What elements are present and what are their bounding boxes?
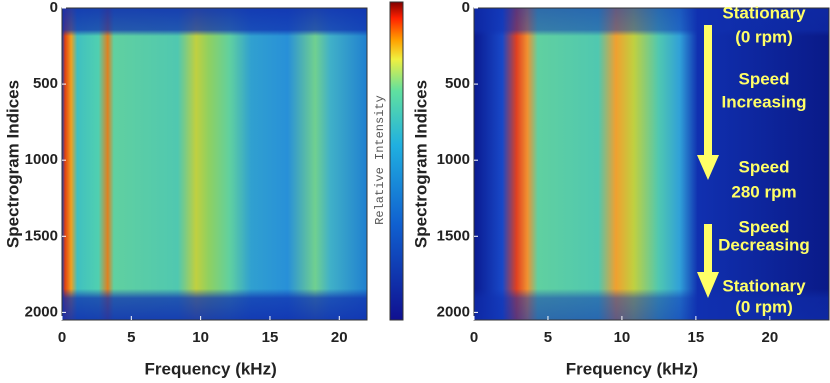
y-tick-label: 1500 xyxy=(437,227,470,244)
x-tick-label: 5 xyxy=(544,329,552,346)
plot-frame xyxy=(473,7,830,321)
spectrogram-right xyxy=(474,8,829,320)
colorbar-label: Relative Intensity xyxy=(373,95,387,225)
annotation: Speed xyxy=(738,217,789,236)
annotation: (0 rpm) xyxy=(735,27,793,46)
annotation: Speed xyxy=(738,157,789,176)
y-axis-label: Spectrogram Indices xyxy=(411,80,430,248)
x-axis-label: Frequency (kHz) xyxy=(145,359,277,378)
annotation: Speed xyxy=(738,69,789,88)
y-tick-label: 1000 xyxy=(437,151,470,168)
y-tick-label: 500 xyxy=(445,75,470,92)
x-tick-label: 20 xyxy=(761,329,778,346)
annotation: Decreasing xyxy=(718,235,810,254)
x-tick-label: 15 xyxy=(262,329,279,346)
x-axis-label: Frequency (kHz) xyxy=(566,359,698,378)
annotation: 280 rpm xyxy=(731,182,796,201)
y-tick-label: 1500 xyxy=(25,227,58,244)
annotation: Stationary xyxy=(722,276,806,295)
y-tick-label: 0 xyxy=(50,0,58,16)
plot-frame xyxy=(61,7,368,321)
y-axis-label: Spectrogram Indices xyxy=(3,80,22,248)
y-tick-label: 2000 xyxy=(437,303,470,320)
x-tick-label: 20 xyxy=(331,329,348,346)
y-tick-label: 0 xyxy=(462,0,470,16)
annotation: (0 rpm) xyxy=(735,297,793,316)
spectrogram-left xyxy=(62,8,367,320)
y-tick-label: 1000 xyxy=(25,151,58,168)
x-tick-label: 0 xyxy=(470,329,478,346)
x-tick-label: 10 xyxy=(614,329,631,346)
colorbar: Relative Intensity xyxy=(373,1,404,321)
y-tick-label: 2000 xyxy=(25,303,58,320)
y-tick-label: 500 xyxy=(33,75,58,92)
x-tick-label: 15 xyxy=(688,329,705,346)
x-tick-label: 5 xyxy=(127,329,135,346)
x-tick-label: 0 xyxy=(58,329,66,346)
x-tick-label: 10 xyxy=(192,329,209,346)
annotation: Increasing xyxy=(721,92,806,111)
annotation: Stationary xyxy=(722,3,806,22)
